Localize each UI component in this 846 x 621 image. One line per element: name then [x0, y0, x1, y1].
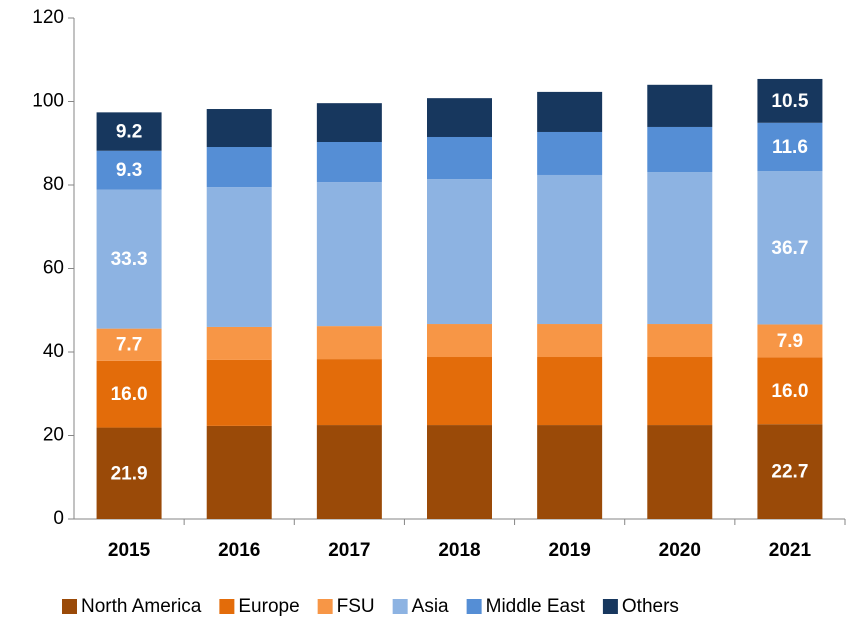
y-tick-label: 40 [43, 341, 64, 362]
bar-segment [316, 141, 382, 183]
data-label: 9.2 [116, 122, 142, 143]
bar-segment [96, 360, 162, 428]
legend-swatch [466, 599, 482, 614]
bar-segment [647, 324, 713, 358]
bar-segment [427, 98, 492, 137]
bar-segment [96, 427, 162, 519]
bar-segment [96, 328, 162, 361]
bar-segment [316, 425, 382, 519]
bar-segment [757, 171, 823, 325]
y-tick-label: 20 [43, 425, 64, 446]
bar-segment [757, 357, 823, 425]
bar-segment [757, 78, 823, 123]
data-label: 10.5 [771, 91, 808, 112]
bar-segment [647, 172, 713, 325]
legend-label: FSU [337, 596, 375, 617]
legend-swatch [602, 599, 618, 614]
bar-segment [316, 182, 382, 327]
bar-segment [96, 150, 162, 190]
bar-segment [427, 179, 492, 325]
bar-segment [206, 359, 272, 426]
bar-segment [537, 425, 603, 519]
bar-segment [206, 326, 272, 360]
bar-segment [647, 357, 713, 426]
data-label: 11.6 [772, 137, 808, 158]
bar-segment [537, 91, 603, 132]
bar-segment [427, 136, 492, 180]
legend-swatch [219, 599, 235, 614]
x-tick-label: 2020 [659, 540, 701, 561]
data-label: 21.9 [111, 463, 148, 484]
bar-segment [316, 103, 382, 142]
legend-label: Others [622, 596, 679, 617]
x-tick-label: 2015 [108, 540, 151, 561]
bar-segment [757, 424, 823, 519]
bar-segment [206, 187, 272, 327]
y-tick-label: 60 [43, 258, 64, 279]
bar-segment [316, 326, 382, 360]
bar-segment [206, 425, 272, 519]
bar-segment [316, 359, 382, 426]
legend-label: Europe [238, 596, 299, 617]
bar-segment [537, 131, 603, 175]
data-label: 7.7 [116, 335, 142, 356]
bar-segment [647, 126, 713, 173]
y-tick-label: 100 [32, 91, 64, 112]
y-tick-label: 120 [32, 7, 64, 28]
x-tick-label: 2016 [218, 540, 260, 561]
data-label: 7.9 [777, 331, 803, 352]
data-label: 16.0 [771, 381, 808, 402]
legend-label: Asia [412, 596, 449, 617]
bar-segment [427, 425, 492, 519]
data-label: 36.7 [771, 238, 808, 259]
legend-label: Middle East [486, 596, 586, 617]
bar-segment [757, 122, 823, 172]
bar-segment [206, 147, 272, 188]
legend-swatch [62, 599, 77, 614]
data-label: 9.3 [116, 160, 142, 181]
data-label: 16.0 [111, 384, 148, 405]
legend-swatch [392, 599, 408, 614]
legend-swatch [317, 599, 333, 614]
bar-segment [537, 324, 603, 358]
data-label: 22.7 [771, 462, 808, 483]
bar-segment [427, 324, 492, 358]
bar-segment [96, 112, 162, 151]
bar-segment [537, 174, 603, 325]
bar-segment [96, 189, 162, 329]
data-label: 33.3 [111, 249, 148, 270]
y-tick-label: 80 [43, 174, 64, 195]
x-tick-label: 2018 [438, 540, 480, 561]
x-tick-label: 2017 [328, 540, 370, 561]
bar-segment [647, 84, 713, 127]
bar-segment [647, 425, 713, 519]
bar-segment [537, 357, 603, 426]
legend-label: North America [81, 596, 202, 617]
x-tick-label: 2021 [769, 540, 812, 561]
x-tick-label: 2019 [549, 540, 591, 561]
bar-segment [427, 357, 492, 426]
bar-segment [206, 109, 272, 148]
bar-segment [757, 324, 823, 358]
y-tick-label: 0 [53, 508, 64, 529]
